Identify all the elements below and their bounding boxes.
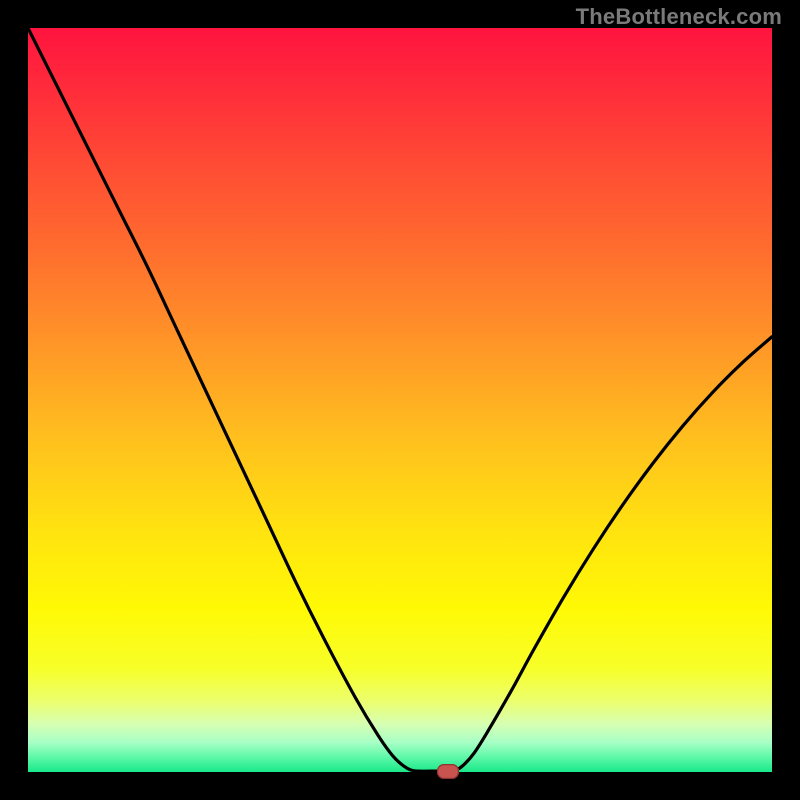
chart-svg <box>0 0 800 800</box>
optimal-point-marker <box>437 764 459 779</box>
chart-container: TheBottleneck.com <box>0 0 800 800</box>
plot-background <box>28 28 772 772</box>
